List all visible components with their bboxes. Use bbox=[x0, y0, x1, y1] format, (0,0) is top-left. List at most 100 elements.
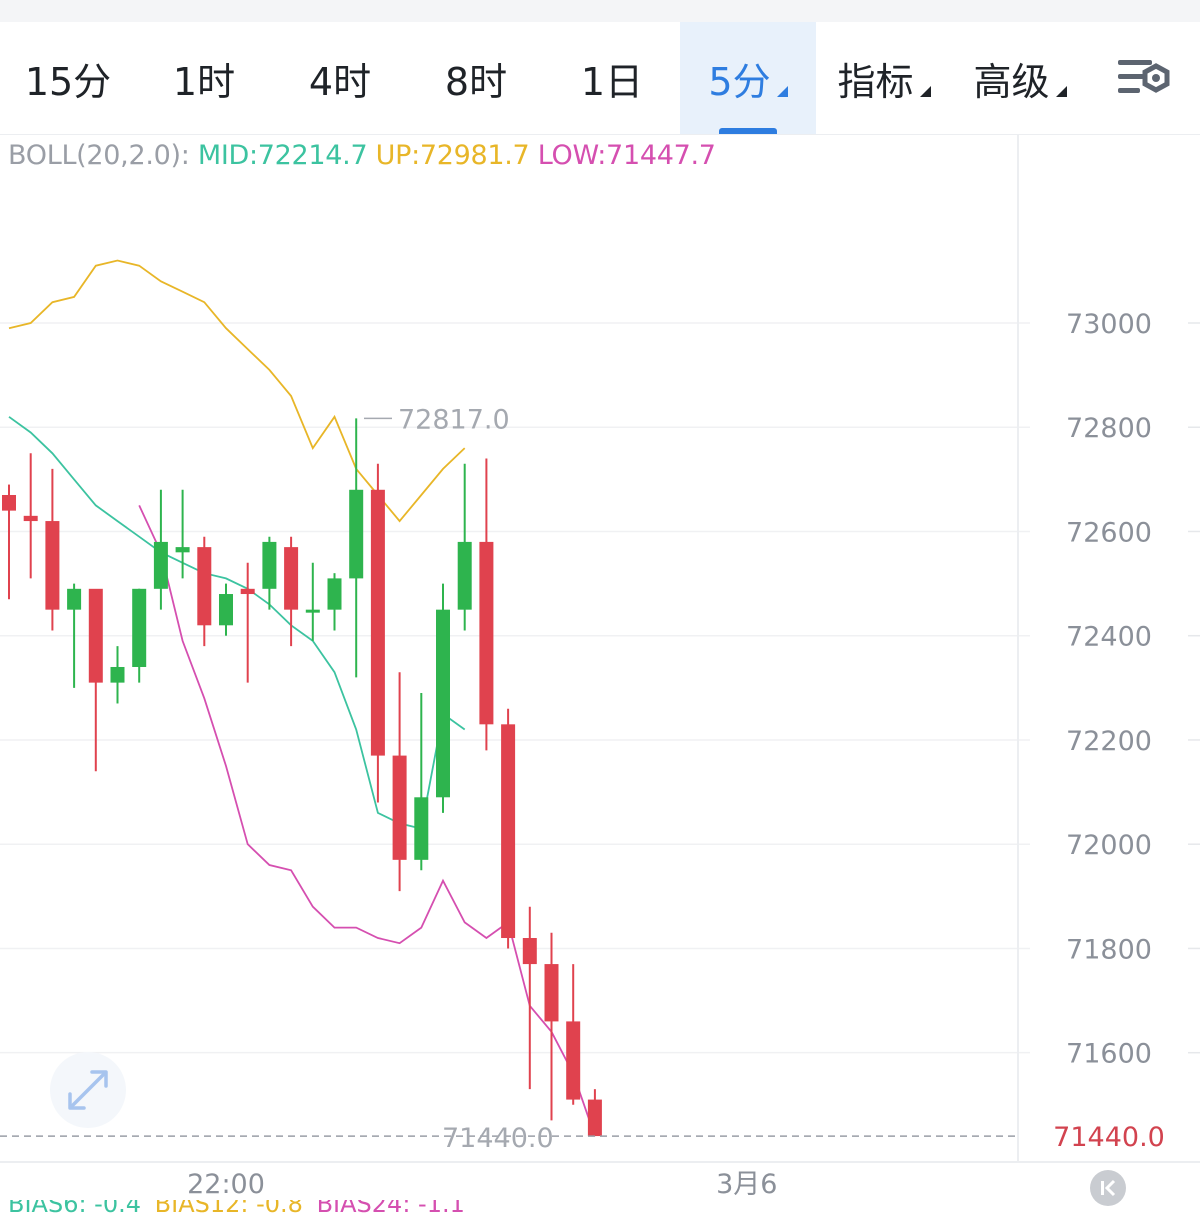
boll-lower-line bbox=[138, 505, 596, 1137]
candle-body bbox=[197, 547, 212, 626]
price-tick-label: 72600 bbox=[1066, 517, 1152, 548]
expand-arrows-icon bbox=[68, 1070, 108, 1110]
price-tick-label: 71800 bbox=[1066, 934, 1152, 965]
price-annotations: 72817.0 71440.0 71440.0 bbox=[0, 404, 1200, 1155]
bias24-value: BIAS24: -1.1 bbox=[316, 1200, 465, 1217]
candle-body bbox=[240, 588, 255, 595]
candle bbox=[240, 562, 255, 683]
candle-body bbox=[67, 588, 82, 610]
time-tick-label: 22:00 bbox=[187, 1169, 265, 1200]
dropdown-caret-icon bbox=[919, 85, 931, 97]
candle-body bbox=[110, 666, 125, 683]
price-tick-label: 71600 bbox=[1066, 1039, 1152, 1070]
low-price-label: 71440.0 bbox=[442, 1123, 554, 1154]
boll-low-value: LOW:71447.7 bbox=[537, 140, 716, 171]
expand-chart-button[interactable] bbox=[50, 1052, 126, 1128]
candle bbox=[197, 536, 212, 647]
candle-body bbox=[392, 755, 407, 860]
scroll-to-latest-icon bbox=[1101, 1179, 1116, 1197]
candle bbox=[522, 906, 537, 1090]
bias6-value: BIAS6: -0.4 bbox=[8, 1200, 142, 1217]
tab-label: 指标 bbox=[837, 59, 914, 104]
candle-body bbox=[544, 964, 559, 1022]
candle-body bbox=[219, 594, 233, 626]
candle-body bbox=[414, 797, 429, 860]
bias12-value: BIAS12: -0.8 bbox=[154, 1200, 303, 1217]
candle bbox=[219, 583, 233, 636]
time-axis: 22:00 3月6 bbox=[187, 1169, 777, 1200]
candle bbox=[88, 588, 103, 772]
boll-up-value: UP:72981.7 bbox=[375, 140, 530, 171]
candle-body bbox=[284, 547, 299, 610]
tab-label: 5分 bbox=[708, 59, 771, 104]
candle bbox=[305, 562, 320, 641]
candle bbox=[349, 418, 364, 678]
tab-8hour[interactable]: 8时 bbox=[408, 22, 544, 134]
tab-15min[interactable]: 15分 bbox=[0, 22, 136, 134]
candle-body bbox=[479, 541, 494, 725]
candle-body bbox=[23, 515, 38, 522]
price-axis: 73000 72800 72600 72400 72200 72000 71800 71600 bbox=[1066, 309, 1152, 1070]
candle-body bbox=[436, 609, 450, 798]
candle bbox=[414, 693, 429, 871]
candle-body bbox=[305, 609, 320, 613]
candle-body bbox=[457, 541, 472, 610]
candle-body bbox=[153, 541, 168, 589]
candle-body bbox=[175, 547, 190, 553]
tab-5min[interactable]: 5分 bbox=[680, 22, 816, 134]
boll-name: BOLL(20,2.0): bbox=[8, 140, 190, 171]
high-price-label: 72817.0 bbox=[398, 404, 510, 435]
candle bbox=[436, 583, 450, 813]
candle bbox=[501, 708, 516, 949]
chart-settings-button[interactable] bbox=[1110, 22, 1180, 134]
scroll-to-latest-button[interactable] bbox=[1090, 1170, 1126, 1206]
candle-body bbox=[132, 588, 147, 667]
price-tick-label: 72200 bbox=[1066, 726, 1152, 757]
candle-body bbox=[522, 938, 537, 965]
tab-label: 4时 bbox=[308, 59, 372, 104]
candle bbox=[2, 484, 16, 600]
chart-settings-icon bbox=[1118, 60, 1170, 93]
status-bar bbox=[0, 0, 1200, 22]
time-tick-label: 3月6 bbox=[716, 1169, 777, 1200]
tab-1day[interactable]: 1日 bbox=[544, 22, 680, 134]
candle-body bbox=[587, 1099, 602, 1137]
tab-label: 高级 bbox=[973, 59, 1050, 104]
current-price-tag bbox=[1020, 1118, 1200, 1155]
candles bbox=[2, 418, 602, 1137]
boll-legend: BOLL(20,2.0): MID:72214.7 UP:72981.7 LOW… bbox=[8, 140, 716, 171]
candle bbox=[544, 932, 559, 1121]
tab-label: 8时 bbox=[444, 59, 508, 104]
candle bbox=[566, 964, 581, 1105]
candle-body bbox=[501, 724, 516, 939]
tab-4hour[interactable]: 4时 bbox=[272, 22, 408, 134]
tab-indicators[interactable]: 指标 bbox=[816, 22, 952, 134]
interval-tab-bar: 15分 1时 4时 8时 1日 5分 指标 高级 bbox=[0, 22, 1200, 135]
price-tick-label: 72800 bbox=[1066, 413, 1152, 444]
boll-upper-line bbox=[8, 259, 466, 523]
candle bbox=[587, 1089, 602, 1137]
tab-1hour[interactable]: 1时 bbox=[136, 22, 272, 134]
boll-mid-value: MID:72214.7 bbox=[197, 140, 368, 171]
candle-body bbox=[88, 588, 103, 683]
candle bbox=[479, 458, 494, 751]
bollinger-bands bbox=[8, 259, 596, 1137]
candle bbox=[23, 453, 38, 579]
candle bbox=[262, 536, 277, 610]
tab-advanced[interactable]: 高级 bbox=[952, 22, 1088, 134]
candlestick-chart[interactable]: 73000 72800 72600 72400 72200 72000 71800 71600… bbox=[0, 135, 1200, 1200]
candle bbox=[45, 468, 60, 631]
candle-body bbox=[349, 489, 364, 579]
candle bbox=[153, 489, 168, 610]
candle bbox=[110, 646, 125, 704]
candle bbox=[284, 536, 299, 647]
candle-body bbox=[45, 521, 60, 610]
candle bbox=[132, 588, 147, 683]
candle bbox=[175, 489, 190, 579]
price-tick-label: 73000 bbox=[1066, 309, 1152, 340]
tab-label: 15分 bbox=[24, 59, 112, 104]
grid-lines bbox=[0, 322, 1200, 1054]
candle-body bbox=[566, 1021, 581, 1100]
current-price-label: 71440.0 bbox=[1053, 1122, 1165, 1153]
candle bbox=[392, 672, 407, 892]
